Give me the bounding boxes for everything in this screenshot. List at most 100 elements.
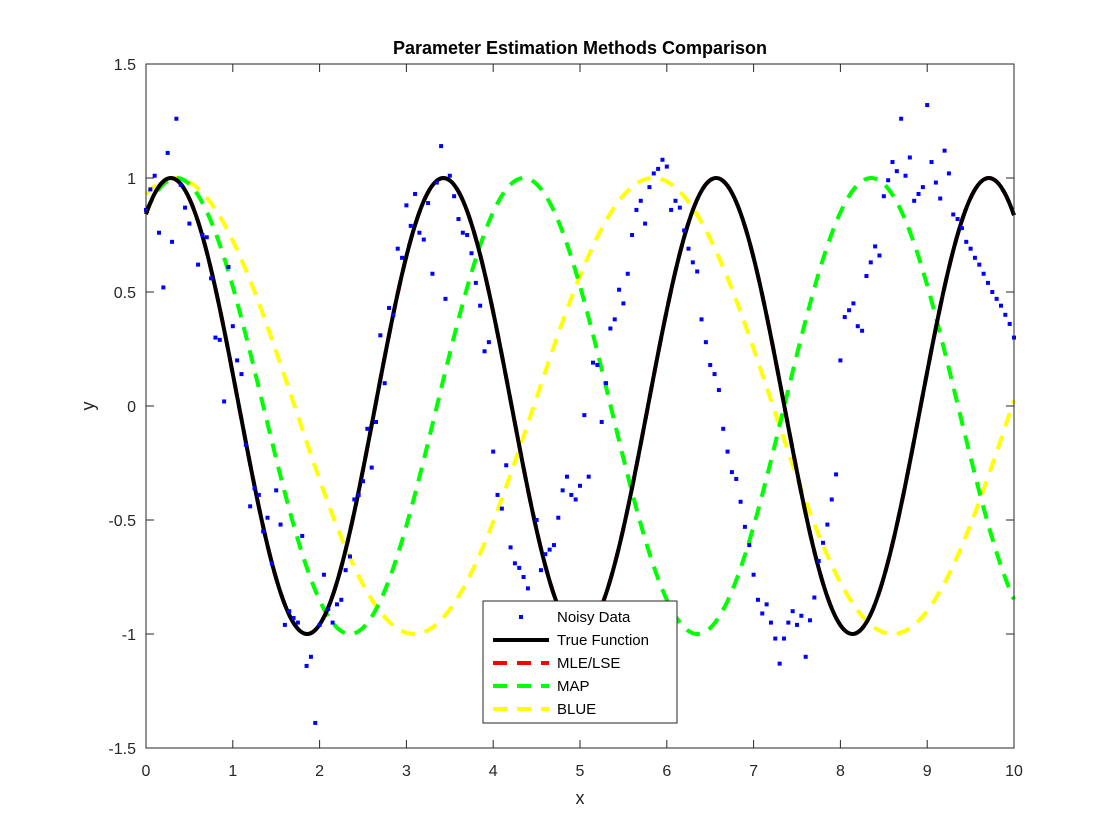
noisy-data-point: [334, 602, 339, 607]
noisy-data-point: [460, 230, 465, 235]
noisy-data-point: [239, 372, 244, 377]
x-tick-label: 9: [923, 763, 932, 780]
noisy-data-point: [660, 157, 665, 162]
noisy-data-point: [439, 144, 444, 149]
noisy-data-point: [347, 554, 352, 559]
noisy-data-point: [985, 280, 990, 285]
noisy-data-point: [781, 636, 786, 641]
noisy-data-markers: [144, 103, 1016, 725]
noisy-data-point: [808, 618, 813, 623]
noisy-data-point: [200, 233, 205, 237]
noisy-data-point: [508, 545, 513, 550]
noisy-data-point: [786, 620, 791, 625]
noisy-data-point: [721, 426, 726, 431]
noisy-data-point: [361, 479, 365, 484]
noisy-data-point: [343, 568, 348, 573]
noisy-data-point: [955, 217, 960, 222]
noisy-data-point: [864, 274, 869, 279]
noisy-data-point: [773, 636, 778, 641]
x-tick-label: 8: [836, 763, 845, 780]
noisy-data-point: [925, 103, 930, 108]
noisy-data-point: [387, 305, 392, 310]
noisy-data-point: [920, 185, 925, 190]
noisy-data-point: [977, 262, 982, 267]
noisy-data-point: [699, 317, 704, 322]
noisy-data-point: [703, 340, 708, 345]
noisy-data-point: [621, 301, 626, 306]
noisy-data-point: [734, 476, 739, 481]
noisy-data-point: [647, 185, 652, 190]
noisy-data-point: [599, 419, 604, 424]
noisy-data-point: [430, 271, 435, 276]
noisy-data-point: [282, 622, 287, 627]
legend-label: True Function: [557, 632, 649, 649]
noisy-data-point: [881, 194, 886, 199]
noisy-data-point: [933, 180, 938, 185]
noisy-data-point: [612, 317, 617, 322]
noisy-data-point: [521, 575, 526, 579]
noisy-data-point: [252, 486, 257, 491]
noisy-data-point: [847, 308, 852, 313]
noisy-data-point: [755, 597, 760, 602]
noisy-data-point: [578, 483, 582, 488]
y-axis-ticks: -1.5 -1 -0.5 0 0.5 1 1.5: [108, 57, 1014, 758]
noisy-data-point: [183, 205, 188, 210]
legend-label: Noisy Data: [557, 609, 631, 626]
noisy-data-point: [551, 543, 556, 548]
noisy-data-point: [916, 191, 921, 196]
legend-label: MAP: [557, 678, 590, 695]
noisy-data-point: [825, 522, 830, 527]
noisy-data-point: [152, 173, 157, 178]
noisy-data-point: [317, 622, 322, 627]
noisy-data-point: [365, 426, 370, 431]
noisy-data-point: [942, 148, 947, 153]
noisy-data-point: [634, 207, 639, 212]
noisy-data-point: [664, 164, 669, 169]
noisy-data-point: [564, 474, 569, 479]
noisy-data-point: [764, 602, 769, 607]
noisy-data-point: [313, 720, 318, 725]
noisy-data-point: [586, 474, 591, 479]
noisy-data-point: [803, 654, 808, 659]
noisy-data-point: [929, 160, 934, 165]
noisy-data-point: [860, 328, 865, 333]
noisy-data-point: [517, 565, 522, 570]
noisy-data-point: [855, 324, 860, 329]
noisy-data-point: [248, 504, 253, 509]
noisy-data-point: [838, 358, 843, 363]
noisy-data-point: [894, 169, 899, 174]
noisy-data-point: [1007, 321, 1012, 326]
noisy-data-point: [170, 239, 175, 244]
y-tick-label: 1: [127, 171, 136, 188]
noisy-data-point: [408, 223, 413, 228]
noisy-data-point: [812, 595, 817, 600]
noisy-data-point: [326, 606, 331, 611]
y-tick-label: 0.5: [114, 285, 136, 302]
noisy-data-point: [395, 246, 400, 251]
noisy-data-point: [738, 499, 743, 504]
noisy-data-point: [842, 315, 847, 320]
noisy-data-point: [161, 285, 166, 290]
noisy-data-point: [643, 221, 648, 226]
legend-box: [482, 600, 678, 724]
noisy-data-point: [473, 280, 478, 285]
noisy-data-point: [204, 235, 209, 240]
noisy-data-point: [760, 611, 765, 616]
noisy-data-point: [235, 358, 240, 363]
noisy-data-point: [525, 586, 530, 591]
noisy-data-point: [478, 303, 483, 308]
noisy-data-point: [994, 296, 999, 301]
x-tick-label: 4: [489, 763, 498, 780]
noisy-data-point: [695, 269, 700, 274]
y-tick-label: 1.5: [114, 57, 136, 74]
series-blue-line: [144, 175, 1016, 637]
chart-title: Parameter Estimation Methods Comparison: [393, 38, 767, 58]
noisy-data-point: [617, 287, 622, 292]
noisy-data-point: [300, 533, 305, 538]
noisy-data-point: [712, 372, 717, 377]
noisy-data-point: [560, 488, 565, 493]
noisy-data-point: [426, 201, 431, 206]
noisy-data-point: [469, 251, 474, 256]
noisy-data-point: [716, 388, 721, 393]
